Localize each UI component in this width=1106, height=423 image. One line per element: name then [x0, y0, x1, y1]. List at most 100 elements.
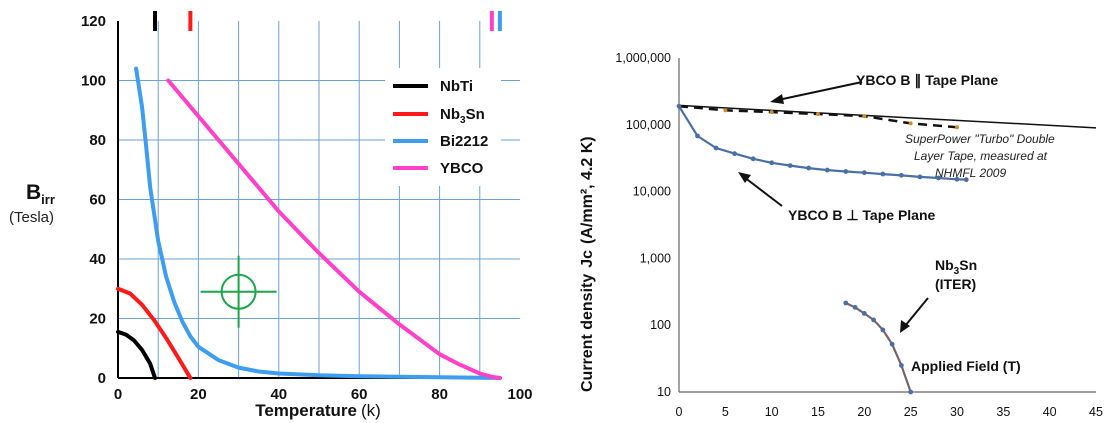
annotation-arrow-nb3sn	[904, 297, 929, 327]
x-tick-label: 30	[950, 405, 964, 419]
x-tick-label: 15	[811, 405, 825, 419]
x-tick-label: 60	[351, 386, 368, 403]
data-point	[861, 311, 867, 316]
annotation-ybco-perpendicular: YBCO B ⊥ Tape Plane	[788, 207, 936, 223]
legend-label-nb3sn: Nb3Sn	[440, 106, 485, 126]
legend-label-nbti: NbTi	[440, 78, 473, 95]
y-tick-label: 100	[650, 318, 671, 332]
data-point	[889, 341, 895, 347]
legend: NbTi Nb3Sn Bi2212 YBCO	[385, 68, 501, 186]
y-tick-label: 1,000	[640, 251, 671, 265]
series-line-nb3sn-fit	[845, 302, 912, 393]
measured-point	[955, 125, 959, 130]
series-line-ybco-perpendicular	[678, 105, 967, 181]
trend-line-layer	[677, 104, 1097, 130]
y-tick-label: 100	[81, 73, 106, 90]
x-tick-label: 25	[904, 405, 918, 419]
x-tick-label: 80	[431, 386, 448, 403]
data-point	[899, 363, 904, 368]
data-point	[824, 167, 830, 173]
x-tick-label: 0	[676, 405, 683, 419]
x-tick-label: 20	[190, 386, 207, 403]
arrowhead-icon	[900, 320, 910, 333]
data-point	[899, 172, 904, 178]
legend-label-bi2212: Bi2212	[440, 133, 488, 150]
series-line-nb3sn	[116, 286, 193, 380]
measured-point	[908, 121, 913, 126]
data-point	[963, 177, 969, 183]
measured-dashed-line	[678, 104, 958, 129]
x-tick-label: 20	[857, 405, 871, 419]
annotation-nb3sn: Nb3Sn	[935, 257, 977, 277]
trend-line	[678, 104, 1097, 129]
data-point	[917, 174, 923, 180]
y-tick-label: 80	[89, 132, 106, 149]
y-tick-label: 10,000	[633, 185, 671, 199]
y-tick-label: 60	[89, 192, 106, 209]
data-point	[787, 163, 793, 169]
series-line-nb3sn	[845, 302, 912, 393]
annotation-arrow-perpendicular	[743, 176, 783, 207]
data-point	[936, 175, 941, 181]
tick-labels: 0 20 40 60 80 100 0 20 40 60 80 100 120	[81, 13, 533, 403]
annotation-superpower-line2: Layer Tape, measured at	[914, 149, 1048, 163]
x-tick-label: 45	[1089, 405, 1103, 419]
series-line-bi2212	[134, 66, 502, 380]
x-tick-label: 40	[270, 386, 287, 403]
annotation-superpower-line1: SuperPower "Turbo" Double	[905, 132, 1055, 146]
y-tick-label: 0	[98, 370, 106, 387]
data-point	[769, 160, 775, 166]
data-point	[713, 145, 719, 151]
measured-point	[862, 114, 867, 119]
legend-label-ybco: YBCO	[440, 160, 484, 177]
data-point	[806, 165, 812, 171]
measured-point	[816, 112, 820, 117]
y-tick-label: 10	[657, 385, 671, 399]
measured-point	[769, 110, 774, 115]
annotation-arrow-parallel	[777, 81, 863, 101]
data-point	[908, 389, 914, 395]
annotation-applied-field: Applied Field (T)	[911, 358, 1021, 374]
x-tick-label: 100	[507, 386, 532, 403]
data-point	[880, 327, 886, 333]
x-tick-label: 0	[114, 386, 122, 403]
y-axis-label: Current densityJc(A/mm², 4.2 K)	[579, 136, 596, 392]
arrowhead-icon	[738, 172, 751, 183]
data-point	[880, 171, 886, 177]
data-point	[843, 300, 849, 306]
series-line-ybco	[166, 78, 502, 380]
annotation-ybco-parallel: YBCO B ∥ Tape Plane	[856, 72, 998, 89]
x-axis-label: Temperature (k)	[255, 401, 381, 420]
series-line-nbti	[116, 329, 157, 380]
y-tick-label: 100,000	[626, 118, 671, 132]
annotation-superpower-line3: NHMFL 2009	[935, 166, 1006, 180]
measured-point	[723, 108, 728, 113]
data-point	[676, 103, 682, 109]
axes	[678, 58, 1096, 393]
data-point	[843, 169, 849, 174]
series-layer	[676, 103, 969, 395]
y-tick-label: 40	[89, 251, 106, 268]
top-markers	[152, 11, 502, 31]
y-tick-label: 120	[81, 13, 106, 30]
data-point	[695, 133, 700, 139]
y-axis-label: Birr	[26, 181, 55, 207]
data-point	[954, 176, 960, 182]
data-point	[852, 304, 858, 310]
data-point	[871, 317, 876, 323]
tick-labels: 0 5 10 15 20 25 30 35 40 45 10 100 1,000 10,000 100,00…	[615, 51, 1103, 419]
series-layer	[116, 66, 502, 380]
data-point	[732, 151, 737, 157]
y-axis-unit: (Tesla)	[9, 209, 54, 226]
crosshair-icon	[200, 255, 277, 328]
data-point	[861, 170, 867, 176]
x-tick-label: 5	[722, 405, 729, 419]
y-tick-label: 20	[89, 311, 106, 328]
measured-point	[677, 104, 681, 109]
x-tick-label: 10	[765, 405, 779, 419]
annotation-iter: (ITER)	[935, 276, 976, 292]
arrowhead-icon	[770, 94, 784, 104]
x-tick-label: 35	[996, 405, 1010, 419]
irreversibility-field-chart: 0 20 40 60 80 100 0 20 40 60 80 100 120 Birr (Tesla)…	[9, 11, 533, 420]
y-tick-label: 1,000,000	[615, 51, 671, 65]
